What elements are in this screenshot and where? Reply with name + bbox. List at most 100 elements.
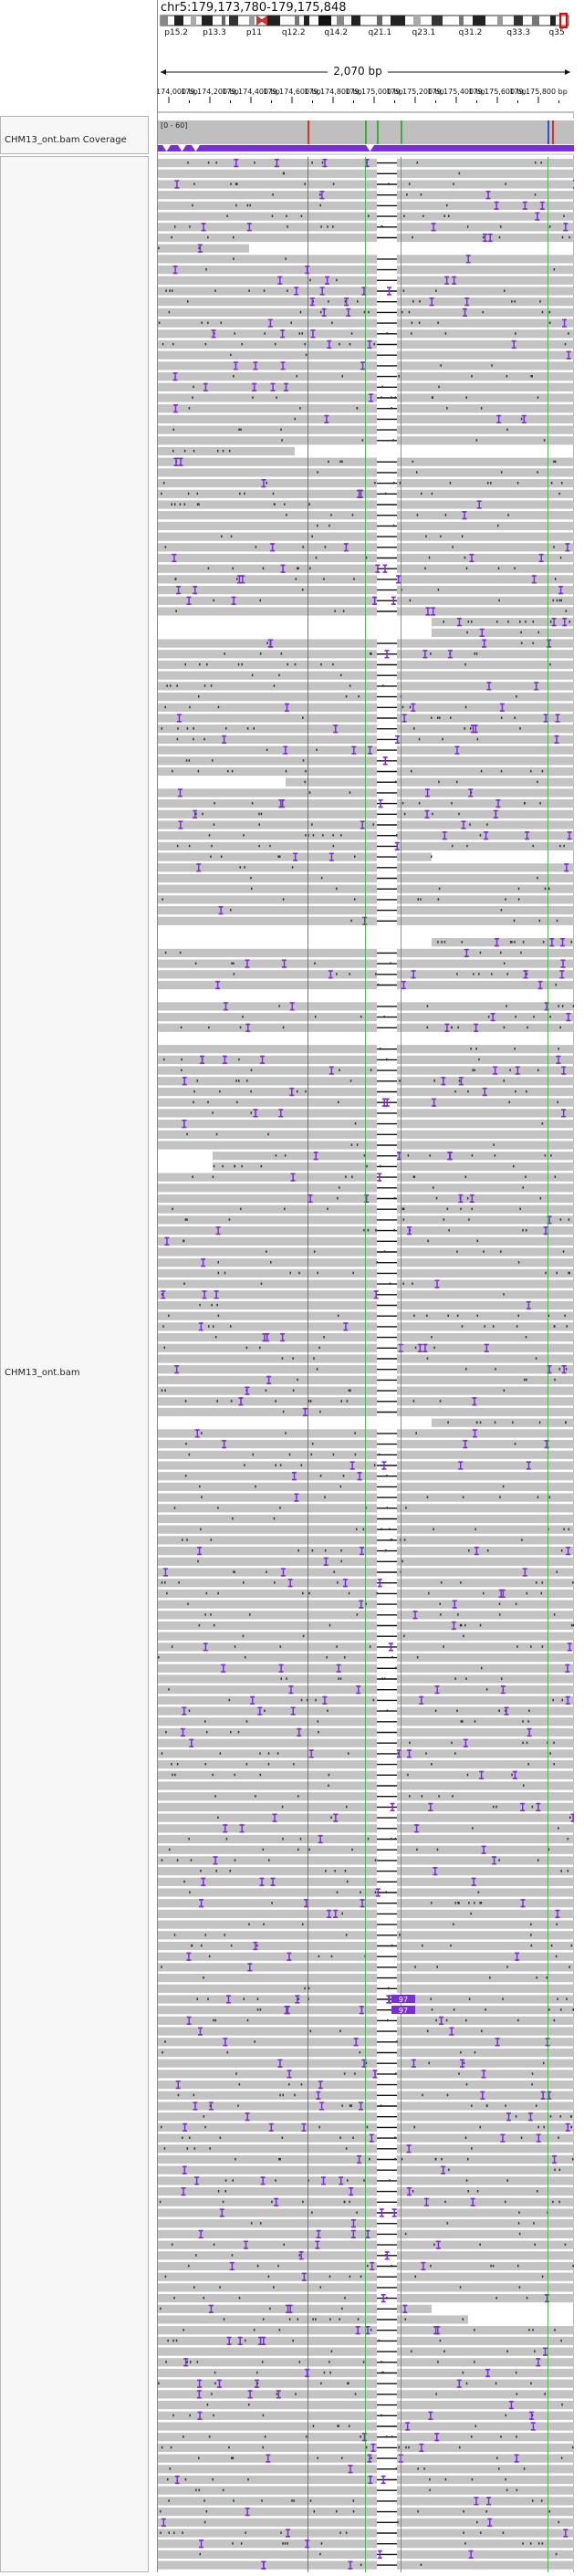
insertion-mark <box>305 2375 310 2378</box>
read-row[interactable] <box>432 628 574 637</box>
insertion-mark <box>428 2418 433 2420</box>
insertion-mark <box>215 1233 221 1236</box>
insertion-mark <box>208 2109 214 2111</box>
read-row[interactable] <box>213 1152 574 1161</box>
ideogram-band-label: q23.1 <box>412 28 436 37</box>
insertion-mark <box>387 2002 392 2004</box>
coverage-track-name-panel[interactable]: CHM13_ont.bam Coverage <box>0 116 149 154</box>
insertion-mark <box>525 838 530 840</box>
insertion-mark <box>289 1008 295 1011</box>
insertion-mark <box>424 817 430 819</box>
alignment-track[interactable]: 97 97 <box>158 157 579 2572</box>
read[interactable] <box>158 446 295 456</box>
insertion-mark <box>238 1403 244 1406</box>
insertion-mark <box>456 2386 462 2388</box>
read-row[interactable] <box>158 2304 432 2313</box>
insertion-mark <box>514 2461 519 2463</box>
insertion-mark <box>377 1585 382 1588</box>
insertion-mark <box>252 390 257 391</box>
insertion-mark <box>558 592 564 595</box>
insertion-mark <box>259 1062 265 1064</box>
coverage-track[interactable]: [0 - 60] <box>158 119 574 155</box>
insertion-mark <box>458 1083 464 1086</box>
insertion-mark <box>561 1115 567 1118</box>
ideogram-ruler[interactable]: p15.2 p13.3 p11 q12.2 q14.2 q21.1 q23.1 q31.2 q3… <box>140 0 574 113</box>
read[interactable] <box>158 244 249 253</box>
ideogram-band-label: q33.3 <box>506 28 530 37</box>
insertion-mark <box>559 976 565 979</box>
insertion-mark <box>492 1862 497 1865</box>
insertion-mark <box>480 2098 485 2100</box>
insertion-mark <box>547 646 552 648</box>
read-row[interactable] <box>432 938 574 947</box>
insertion-mark <box>198 2237 203 2238</box>
read-row[interactable] <box>158 446 295 456</box>
insertion-mark <box>287 1959 292 1961</box>
insertion-mark <box>515 1959 520 1961</box>
read-row[interactable] <box>213 1162 574 1171</box>
insertion-mark <box>527 2119 533 2122</box>
insertion-mark <box>452 283 457 285</box>
insertion-mark <box>182 2173 187 2174</box>
read-row[interactable] <box>158 852 433 861</box>
insertion-mark <box>395 742 401 744</box>
read[interactable] <box>286 777 574 787</box>
insertion-mark <box>357 1478 362 1481</box>
read[interactable] <box>432 1418 574 1427</box>
read[interactable] <box>158 2304 432 2313</box>
insertion-mark <box>565 1703 570 1705</box>
insertion-mark <box>486 688 492 691</box>
insertion-mark <box>520 1905 526 1908</box>
read-row[interactable] <box>432 1418 574 1427</box>
read-row[interactable] <box>432 618 574 627</box>
insertion-mark <box>547 1222 552 1225</box>
insertion-mark <box>321 315 327 317</box>
insertion-mark <box>469 1201 474 1204</box>
insertion-mark <box>295 2002 300 2004</box>
insertion-mark <box>365 2237 370 2238</box>
insertion-mark <box>305 2546 310 2549</box>
insertion-mark <box>349 2194 354 2196</box>
insertion-mark <box>364 1201 370 1204</box>
insertion-mark <box>259 1884 265 1886</box>
insertion-mark <box>431 229 436 232</box>
read-row[interactable] <box>286 777 574 787</box>
insertion-mark <box>560 966 566 968</box>
insertion-mark <box>552 2162 558 2164</box>
read-row[interactable] <box>158 244 249 253</box>
insertion-mark <box>500 1692 506 1695</box>
insertion-mark <box>261 485 266 488</box>
read[interactable] <box>432 618 574 627</box>
insertion-mark <box>381 2300 386 2303</box>
insertion-mark <box>245 1030 251 1032</box>
insertion-mark <box>406 2151 412 2154</box>
insertion-mark <box>358 2109 363 2111</box>
insertion-mark <box>520 1809 526 1811</box>
insertion-mark <box>176 592 182 595</box>
insertion-mark <box>280 336 286 339</box>
read[interactable] <box>432 938 574 947</box>
insertion-mark <box>361 294 367 296</box>
insertion-mark <box>239 1830 245 1833</box>
alignment-track-name-panel[interactable]: CHM13_ont.bam <box>0 156 149 2572</box>
insertion-mark <box>172 379 178 381</box>
insertion-mark <box>402 721 407 723</box>
insertion-mark <box>465 261 471 264</box>
insertion-mark <box>472 1403 477 1406</box>
insertion-mark <box>531 581 537 584</box>
insertion-mark <box>521 422 527 423</box>
ruler-span-label: 2,070 bp <box>333 65 381 78</box>
insertion-mark <box>319 197 325 200</box>
ideogram[interactable]: p15.2 p13.3 p11 q12.2 q14.2 q21.1 q23.1 q31.2 q3… <box>160 13 569 37</box>
insertion-mark <box>463 1746 468 1747</box>
insertion-mark <box>323 1564 328 1566</box>
insertion-mark <box>350 2237 356 2238</box>
insertion-mark <box>222 742 227 744</box>
insertion-mark <box>474 1553 479 1556</box>
ideogram-band-label: q31.2 <box>459 28 483 37</box>
insertion-mark <box>193 592 198 595</box>
read-row[interactable] <box>158 2315 468 2324</box>
read[interactable] <box>432 628 574 637</box>
